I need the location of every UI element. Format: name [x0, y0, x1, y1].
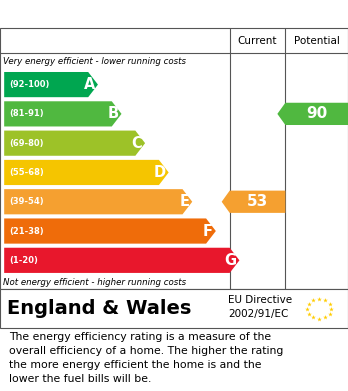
- Text: Current: Current: [238, 36, 277, 46]
- Polygon shape: [4, 131, 145, 156]
- Text: England & Wales: England & Wales: [7, 300, 191, 318]
- Text: A: A: [84, 77, 95, 92]
- Text: E: E: [180, 194, 189, 209]
- Polygon shape: [4, 160, 169, 185]
- Text: 53: 53: [247, 194, 268, 209]
- Text: (1-20): (1-20): [9, 256, 38, 265]
- Text: 90: 90: [306, 106, 327, 121]
- Polygon shape: [4, 72, 98, 97]
- Text: (21-38): (21-38): [9, 226, 44, 235]
- Text: (81-91): (81-91): [9, 109, 44, 118]
- Text: The energy efficiency rating is a measure of the
overall efficiency of a home. T: The energy efficiency rating is a measur…: [9, 332, 283, 384]
- Text: (55-68): (55-68): [9, 168, 44, 177]
- Text: Energy Efficiency Rating: Energy Efficiency Rating: [4, 7, 225, 22]
- Text: (39-54): (39-54): [9, 197, 44, 206]
- Text: (92-100): (92-100): [9, 80, 50, 89]
- Polygon shape: [222, 191, 285, 213]
- Text: D: D: [154, 165, 166, 180]
- Polygon shape: [277, 103, 348, 125]
- Text: Not energy efficient - higher running costs: Not energy efficient - higher running co…: [3, 278, 187, 287]
- Text: C: C: [132, 136, 142, 151]
- Text: B: B: [108, 106, 119, 121]
- Polygon shape: [4, 248, 239, 273]
- Polygon shape: [4, 189, 192, 214]
- Polygon shape: [4, 219, 216, 244]
- Text: EU Directive
2002/91/EC: EU Directive 2002/91/EC: [228, 295, 292, 319]
- Text: Potential: Potential: [294, 36, 340, 46]
- Text: G: G: [224, 253, 237, 268]
- Text: (69-80): (69-80): [9, 139, 44, 148]
- Text: Very energy efficient - lower running costs: Very energy efficient - lower running co…: [3, 57, 187, 66]
- Text: F: F: [203, 224, 213, 239]
- Polygon shape: [4, 101, 121, 126]
